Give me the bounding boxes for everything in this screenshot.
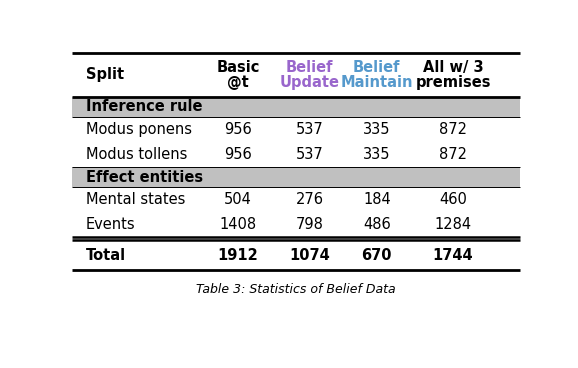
Bar bbox=[72, 187, 520, 212]
Text: 504: 504 bbox=[224, 192, 252, 207]
Text: Inference rule: Inference rule bbox=[86, 99, 202, 114]
Text: Effect entities: Effect entities bbox=[86, 170, 203, 185]
Bar bbox=[72, 142, 520, 167]
Bar bbox=[72, 117, 520, 142]
Text: 276: 276 bbox=[296, 192, 324, 207]
Text: 956: 956 bbox=[224, 147, 252, 162]
Text: premises: premises bbox=[415, 75, 491, 89]
Text: 537: 537 bbox=[296, 147, 324, 162]
Text: Total: Total bbox=[86, 248, 126, 263]
Text: 335: 335 bbox=[363, 122, 391, 137]
Text: 1074: 1074 bbox=[289, 248, 330, 263]
Text: 872: 872 bbox=[439, 147, 467, 162]
Text: 184: 184 bbox=[363, 192, 391, 207]
Text: 1284: 1284 bbox=[435, 217, 472, 232]
Text: Belief: Belief bbox=[286, 60, 334, 75]
Text: 460: 460 bbox=[439, 192, 467, 207]
Text: 1912: 1912 bbox=[217, 248, 258, 263]
Text: Maintain: Maintain bbox=[340, 75, 413, 89]
Text: Update: Update bbox=[280, 75, 340, 89]
Bar bbox=[72, 53, 520, 96]
Text: 1744: 1744 bbox=[433, 248, 473, 263]
Text: Belief: Belief bbox=[353, 60, 401, 75]
Text: 1408: 1408 bbox=[220, 217, 257, 232]
Text: @t: @t bbox=[227, 75, 249, 89]
Text: Modus ponens: Modus ponens bbox=[86, 122, 192, 137]
Text: 956: 956 bbox=[224, 122, 252, 137]
Text: 486: 486 bbox=[363, 217, 391, 232]
Text: Basic: Basic bbox=[216, 60, 260, 75]
Bar bbox=[72, 242, 520, 270]
Text: 537: 537 bbox=[296, 122, 324, 137]
Bar bbox=[72, 96, 520, 117]
Bar bbox=[72, 167, 520, 187]
Text: Mental states: Mental states bbox=[86, 192, 185, 207]
Text: Split: Split bbox=[86, 67, 124, 82]
Text: 798: 798 bbox=[296, 217, 324, 232]
Text: All w/ 3: All w/ 3 bbox=[423, 60, 483, 75]
Text: Modus tollens: Modus tollens bbox=[86, 147, 187, 162]
Text: Table 3: Statistics of Belief Data: Table 3: Statistics of Belief Data bbox=[197, 283, 396, 296]
Text: Events: Events bbox=[86, 217, 135, 232]
Bar bbox=[72, 212, 520, 237]
Text: 335: 335 bbox=[363, 147, 391, 162]
Text: 670: 670 bbox=[362, 248, 392, 263]
Text: 872: 872 bbox=[439, 122, 467, 137]
